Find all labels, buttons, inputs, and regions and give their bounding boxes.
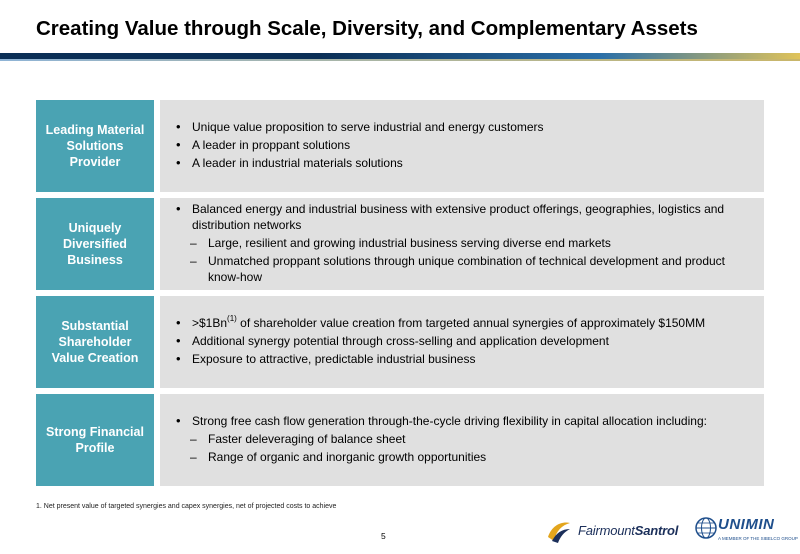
- globe-icon: [695, 517, 717, 539]
- bullet-rest: of shareholder value creation from targe…: [236, 316, 706, 330]
- row-label: Uniquely Diversified Business: [36, 198, 154, 290]
- footnote-ref: (1): [227, 314, 237, 323]
- fairmount-santrol-logo: FairmountSantrol: [544, 514, 692, 546]
- bullet-item: Strong free cash flow generation through…: [176, 413, 752, 429]
- bullet-item: Balanced energy and industrial business …: [176, 201, 752, 233]
- unimin-tagline: A MEMBER OF THE SIBELCO GROUP: [718, 536, 798, 541]
- title-divider: [0, 53, 800, 59]
- title-divider-accent: [0, 59, 800, 61]
- value-row-financial: Strong Financial Profile Strong free cas…: [36, 394, 764, 486]
- sub-bullet-item: Faster deleveraging of balance sheet: [176, 431, 752, 447]
- bullet-lead: >$1Bn: [192, 316, 228, 330]
- value-row-shareholder: Substantial Shareholder Value Creation >…: [36, 296, 764, 388]
- row-label: Strong Financial Profile: [36, 394, 154, 486]
- value-row-diversified: Uniquely Diversified Business Balanced e…: [36, 198, 764, 290]
- bullet-item: A leader in industrial materials solutio…: [176, 155, 752, 171]
- row-body: >$1Bn(1) of shareholder value creation f…: [160, 296, 764, 388]
- page-number: 5: [381, 531, 386, 541]
- fairmount-santrol-wordmark: FairmountSantrol: [578, 522, 679, 538]
- row-divider: [154, 394, 160, 486]
- row-divider: [154, 198, 160, 290]
- sub-bullet-item: Large, resilient and growing industrial …: [176, 235, 752, 251]
- bullet-item: >$1Bn(1) of shareholder value creation f…: [176, 314, 752, 332]
- bullet-item: Exposure to attractive, predictable indu…: [176, 351, 752, 367]
- row-label: Leading Material Solutions Provider: [36, 100, 154, 192]
- row-body: Unique value proposition to serve indust…: [160, 100, 764, 192]
- row-divider: [154, 100, 160, 192]
- row-body: Balanced energy and industrial business …: [160, 198, 764, 290]
- page-title: Creating Value through Scale, Diversity,…: [36, 17, 698, 40]
- unimin-wordmark: UNIMIN: [718, 516, 775, 533]
- bullet-item: Unique value proposition to serve indust…: [176, 119, 752, 135]
- row-label: Substantial Shareholder Value Creation: [36, 296, 154, 388]
- sub-bullet-item: Range of organic and inorganic growth op…: [176, 449, 752, 465]
- bullet-item: Additional synergy potential through cro…: [176, 333, 752, 349]
- unimin-logo: UNIMIN A MEMBER OF THE SIBELCO GROUP: [694, 512, 798, 548]
- row-body: Strong free cash flow generation through…: [160, 394, 764, 486]
- fairmount-mark-icon: [548, 522, 570, 543]
- value-row-leading-material: Leading Material Solutions Provider Uniq…: [36, 100, 764, 192]
- bullet-item: A leader in proppant solutions: [176, 137, 752, 153]
- row-divider: [154, 296, 160, 388]
- sub-bullet-item: Unmatched proppant solutions through uni…: [176, 253, 752, 285]
- footnote: 1. Net present value of targeted synergi…: [36, 503, 337, 510]
